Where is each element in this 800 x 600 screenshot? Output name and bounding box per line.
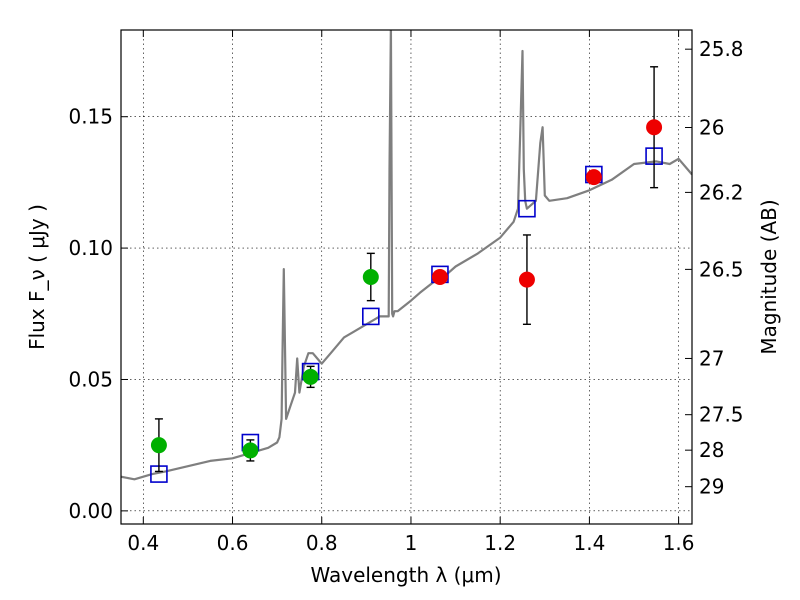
x-tick-label: 1 [405, 531, 418, 555]
x-tick-label: 0.8 [306, 531, 338, 555]
x-tick-label: 0.4 [127, 531, 159, 555]
observed-point [585, 169, 602, 186]
right-tick-label: 27.5 [699, 403, 744, 427]
right-tick-label: 25.8 [699, 37, 744, 61]
model-points-layer [150, 147, 663, 483]
observed-point [646, 119, 663, 136]
model-square [518, 199, 536, 218]
x-tick-label: 1.6 [663, 531, 695, 555]
observed-point [362, 269, 379, 285]
model-square [362, 307, 380, 326]
observed-point [302, 368, 319, 385]
y-tick-label: 0.10 [68, 236, 113, 260]
right-tick-label: 26 [699, 115, 724, 139]
x-axis-label: Wavelength λ (μm) [310, 563, 501, 587]
observed-point [518, 271, 535, 288]
right-tick-label: 29 [699, 475, 724, 499]
observed-point [431, 269, 448, 285]
observed-point [242, 442, 259, 459]
observed-points-layer [150, 66, 663, 473]
right-tick-label: 26.5 [699, 257, 744, 281]
y-tick-label: 0.15 [68, 105, 113, 129]
y-tick-label: 0.05 [68, 367, 113, 391]
right-tick-label: 26.2 [699, 180, 744, 204]
y-axis-right-label: Magnitude (AB) [757, 199, 781, 354]
grid-lines [121, 30, 692, 524]
y-tick-label: 0.00 [68, 499, 113, 523]
right-tick-label: 27 [699, 346, 724, 370]
spectrum-layer [121, 30, 692, 481]
x-tick-label: 1.2 [484, 531, 516, 555]
observed-point [150, 437, 167, 454]
y-axis-label: Flux F_ν ( μJy ) [25, 204, 49, 350]
right-tick-label: 28 [699, 438, 724, 462]
plot-frame [120, 29, 693, 525]
axis-ticks: 0.4 0.6 0.8 1 1.2 1.4 1.6 0.00 0.05 0.10 0.15 25.8 2… [68, 30, 744, 555]
x-tick-label: 1.4 [573, 531, 605, 555]
x-tick-label: 0.6 [217, 531, 249, 555]
spectrum-line [121, 30, 692, 481]
